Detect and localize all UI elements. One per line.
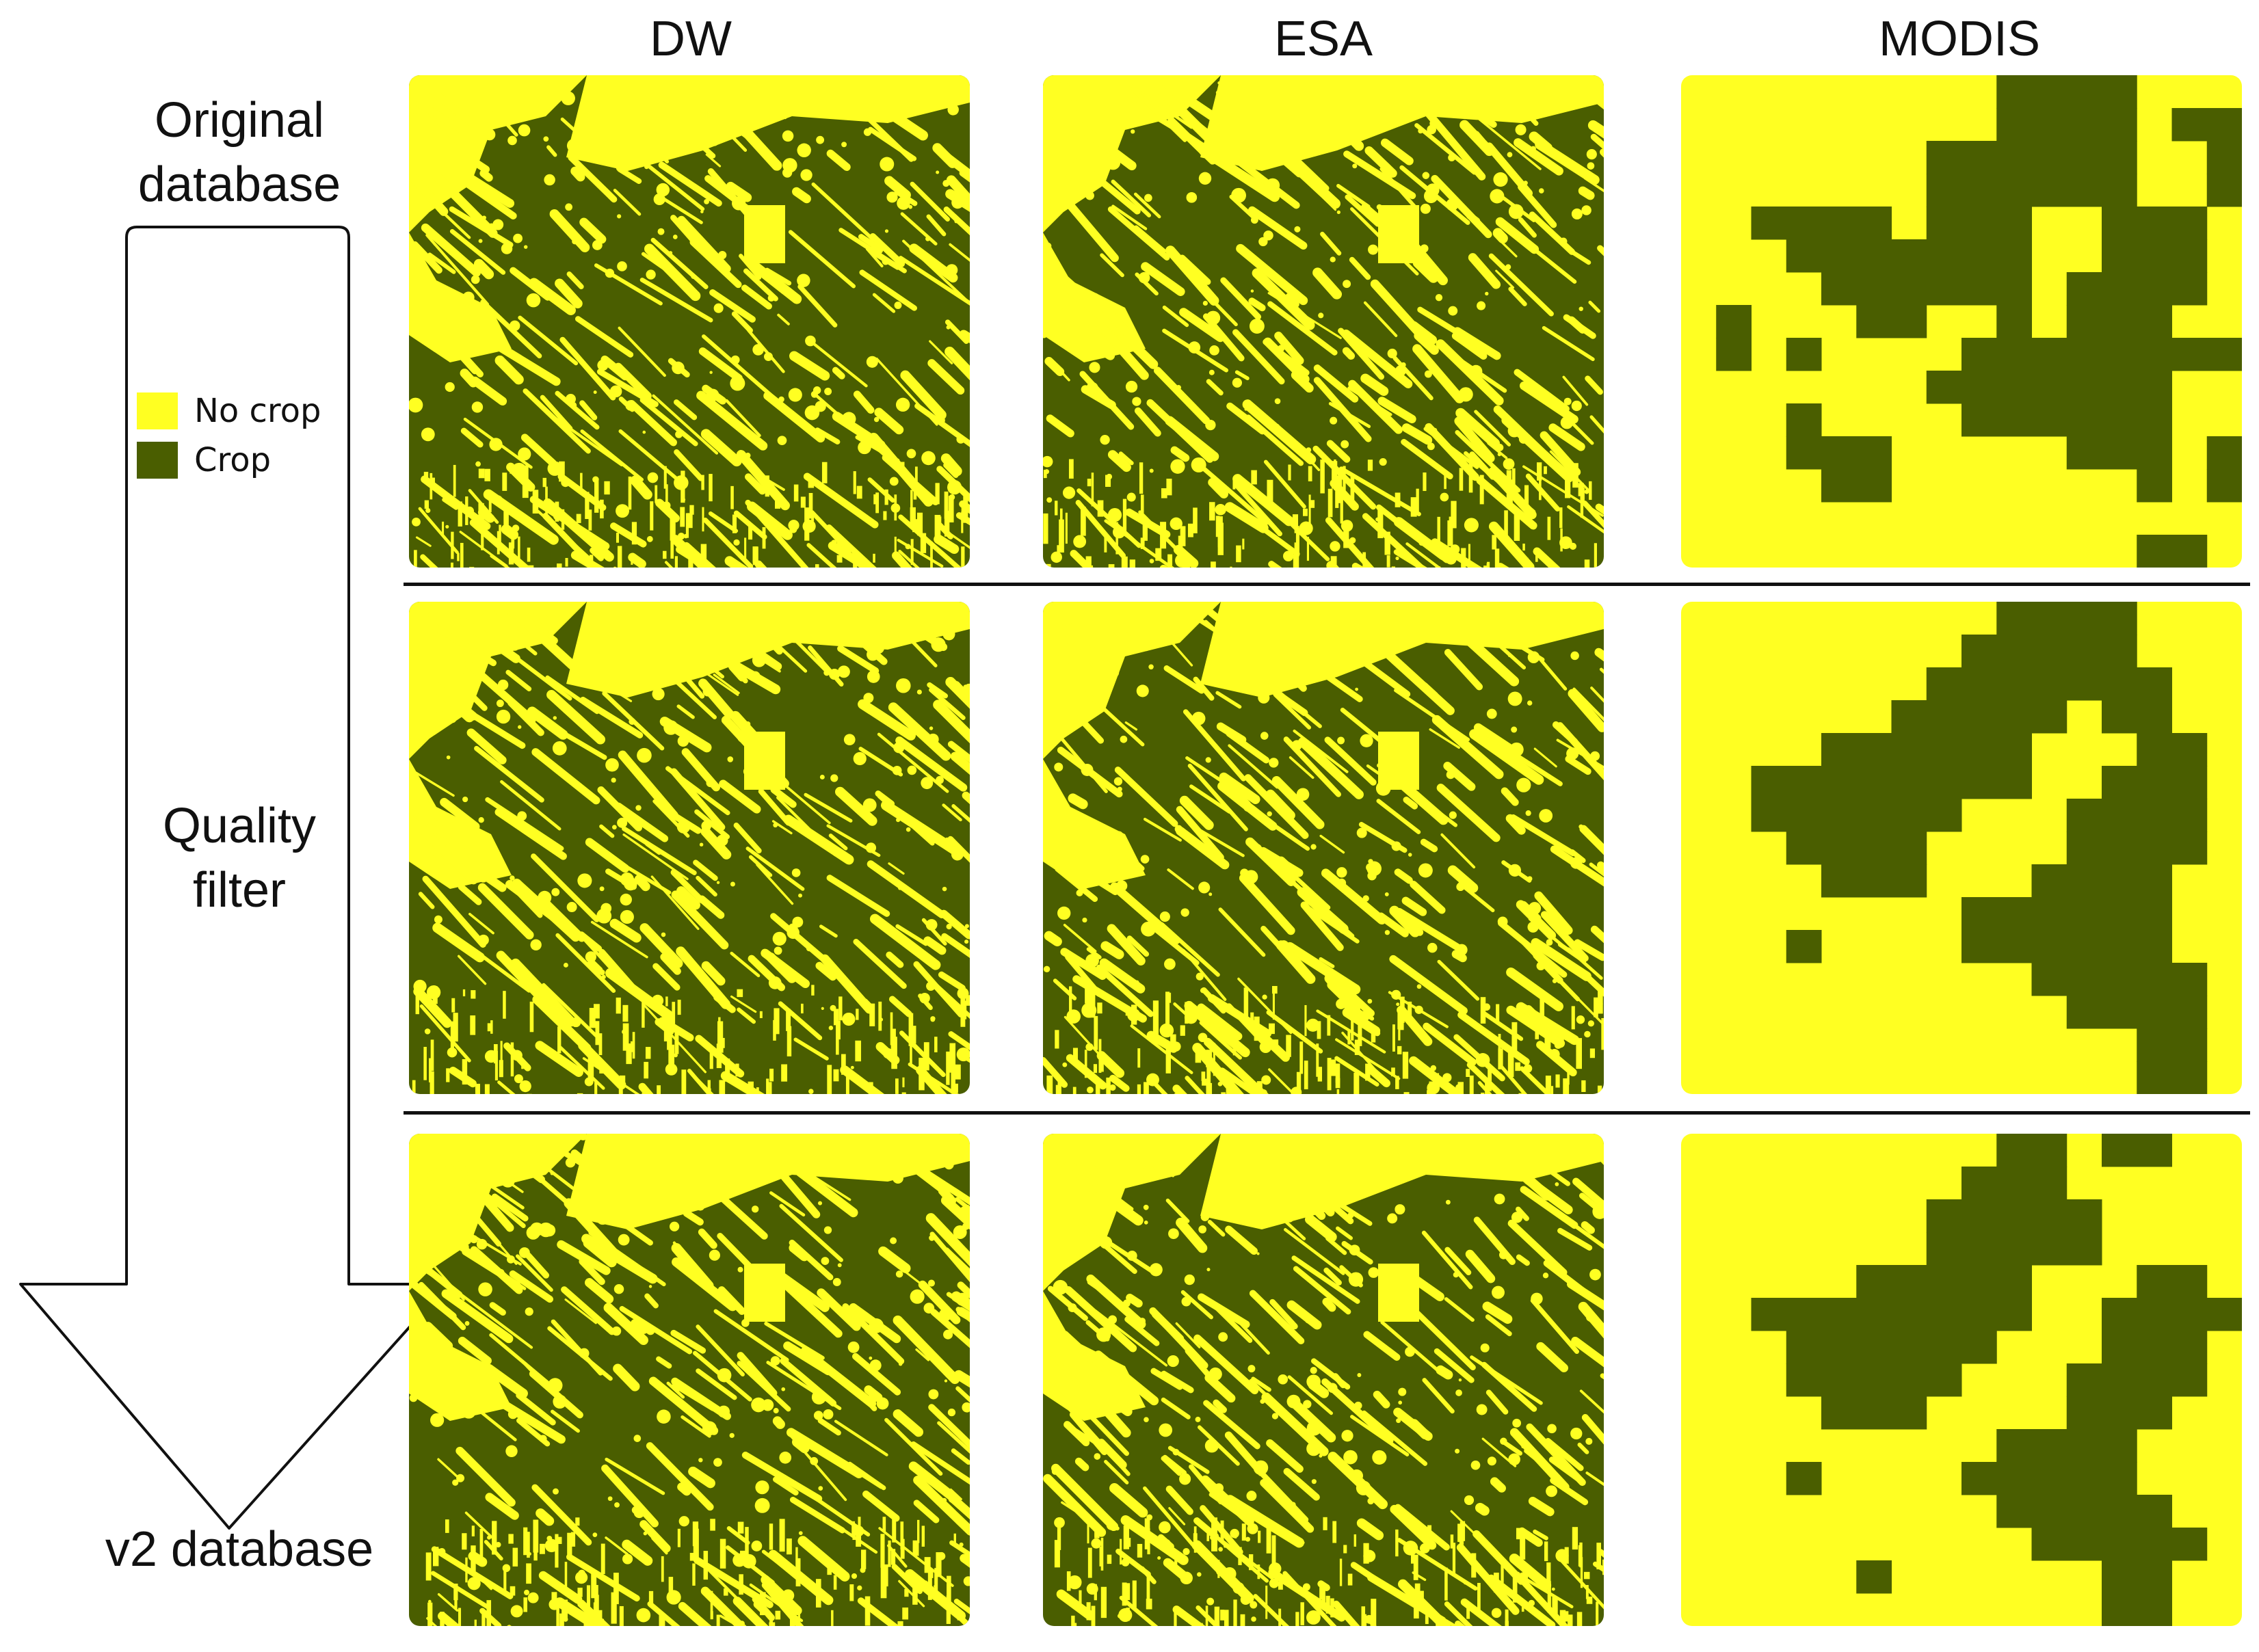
map-panel-esa-quality-filtered — [1043, 602, 1604, 1094]
map-panel-esa-v2 — [1043, 1134, 1604, 1626]
map-panel-dw-original — [409, 75, 970, 568]
legend-swatch-crop — [137, 442, 178, 479]
legend-label-no-crop: No crop — [194, 392, 321, 430]
column-header-modis: MODIS — [1878, 12, 2040, 66]
row-divider-1 — [404, 583, 2250, 586]
legend-item-crop: Crop — [137, 436, 321, 485]
crop-map-dw — [409, 75, 970, 568]
crop-map-esa — [1043, 75, 1604, 568]
legend-label-crop: Crop — [194, 441, 272, 479]
crop-map-dw — [409, 602, 970, 1094]
quality-filter-label-line2: filter — [192, 862, 287, 918]
original-database-label-line1: Original — [154, 93, 325, 148]
crop-map-modis — [1681, 75, 2242, 568]
column-header-dw: DW — [650, 12, 732, 66]
column-header-esa: ESA — [1273, 12, 1373, 66]
process-flow-arrow — [19, 226, 449, 1530]
map-panel-dw-v2 — [409, 1134, 970, 1626]
quality-filter-label: Quality filter — [96, 795, 383, 922]
quality-filter-label-line1: Quality — [162, 799, 317, 853]
map-panel-modis-v2 — [1681, 1134, 2242, 1626]
crop-map-esa — [1043, 602, 1604, 1094]
legend-swatch-no-crop — [137, 392, 178, 429]
crop-map-dw — [409, 1134, 970, 1626]
row-divider-2 — [404, 1111, 2250, 1115]
legend: No crop Crop — [137, 386, 321, 485]
crop-map-modis — [1681, 602, 2242, 1094]
map-panel-dw-quality-filtered — [409, 602, 970, 1094]
v2-database-label: v2 database — [105, 1522, 374, 1577]
original-database-label-line2: database — [137, 157, 341, 212]
crop-map-esa — [1043, 1134, 1604, 1626]
legend-item-no-crop: No crop — [137, 386, 321, 436]
original-database-label: Original database — [96, 89, 383, 217]
map-panel-modis-original — [1681, 75, 2242, 568]
map-panel-esa-original — [1043, 75, 1604, 568]
crop-map-modis — [1681, 1134, 2242, 1626]
map-panel-modis-quality-filtered — [1681, 602, 2242, 1094]
